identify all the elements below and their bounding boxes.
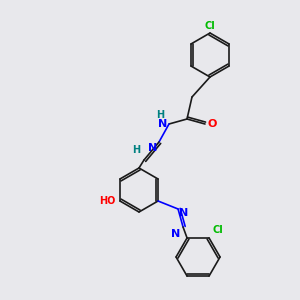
- Text: H: H: [132, 145, 140, 155]
- Text: HO: HO: [100, 196, 116, 206]
- Text: N: N: [158, 119, 167, 129]
- Text: N: N: [148, 143, 157, 153]
- Text: O: O: [207, 119, 216, 129]
- Text: Cl: Cl: [205, 21, 215, 31]
- Text: N: N: [179, 208, 188, 218]
- Text: Cl: Cl: [212, 225, 223, 235]
- Text: H: H: [156, 110, 164, 120]
- Text: N: N: [171, 229, 180, 239]
